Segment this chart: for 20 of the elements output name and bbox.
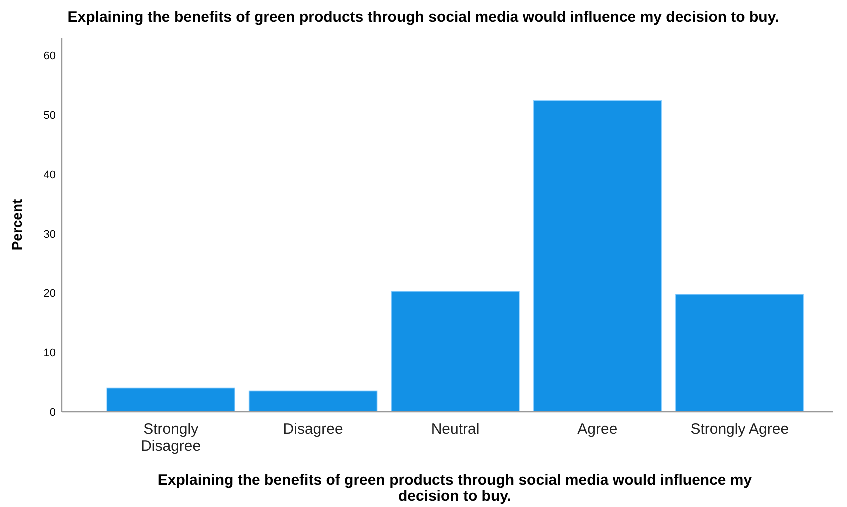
chart-title: Explaining the benefits of green products through social media would influence my decision to buy. [68, 9, 780, 26]
x-tick-label: Strongly Disagree [141, 421, 202, 455]
y-tick-label: 10 [44, 347, 56, 360]
y-tick-label: 40 [44, 169, 56, 182]
x-tick-label: Agree [578, 421, 618, 438]
y-tick-label: 0 [50, 406, 56, 419]
bar [676, 294, 804, 412]
bar [391, 291, 520, 412]
y-tick-label: 30 [44, 228, 56, 241]
bar [248, 390, 378, 412]
y-tick-label: 50 [44, 110, 56, 122]
bar [533, 100, 662, 412]
x-axis-title: Explaining the benefits of green products through social media would influence my decision to buy. [158, 472, 753, 505]
y-tick-label: 20 [44, 288, 56, 300]
y-tick-label: 60 [44, 50, 56, 63]
x-tick-label: Disagree [283, 421, 344, 438]
bar [106, 388, 236, 412]
x-tick-label: Strongly Agree [690, 421, 790, 438]
y-axis-title: Percent [9, 198, 25, 251]
x-tick-label: Neutral [431, 421, 480, 438]
